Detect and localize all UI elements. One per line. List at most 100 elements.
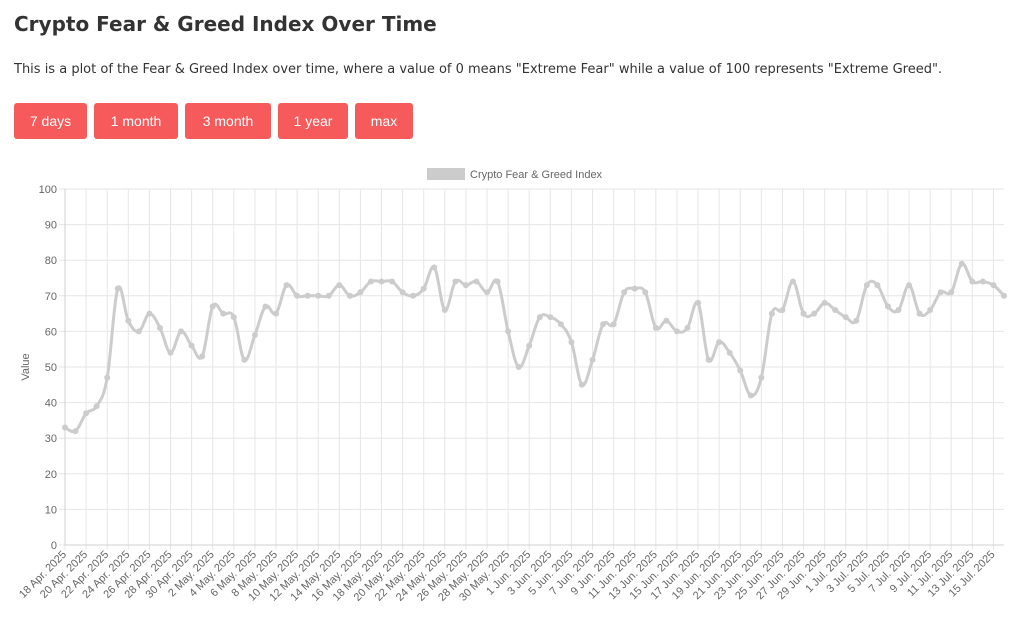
range-max-button[interactable]: max xyxy=(355,103,413,139)
range-1-month-button[interactable]: 1 month xyxy=(94,103,178,139)
data-point[interactable] xyxy=(621,289,628,296)
data-point[interactable] xyxy=(673,328,680,335)
data-point[interactable] xyxy=(568,339,575,346)
data-point[interactable] xyxy=(494,278,501,285)
data-point[interactable] xyxy=(273,310,280,317)
data-point[interactable] xyxy=(431,264,438,271)
data-point[interactable] xyxy=(188,342,195,349)
data-point[interactable] xyxy=(927,307,934,314)
data-point[interactable] xyxy=(969,278,976,285)
data-point[interactable] xyxy=(768,310,775,317)
data-point[interactable] xyxy=(747,392,754,399)
range-7-days-button[interactable]: 7 days xyxy=(14,103,87,139)
data-point[interactable] xyxy=(874,282,881,289)
data-point[interactable] xyxy=(737,367,744,374)
data-point[interactable] xyxy=(716,339,723,346)
y-tick-label: 90 xyxy=(45,220,57,232)
data-point[interactable] xyxy=(209,303,216,310)
data-point[interactable] xyxy=(800,310,807,317)
data-point[interactable] xyxy=(72,428,79,435)
data-point[interactable] xyxy=(125,317,132,324)
data-point[interactable] xyxy=(262,303,269,310)
data-point[interactable] xyxy=(853,317,860,324)
data-point[interactable] xyxy=(220,310,227,317)
data-point[interactable] xyxy=(589,356,596,363)
data-point[interactable] xyxy=(325,292,332,299)
data-point[interactable] xyxy=(135,328,142,335)
data-point[interactable] xyxy=(420,285,427,292)
data-point[interactable] xyxy=(1001,292,1007,299)
data-point[interactable] xyxy=(863,282,870,289)
data-point[interactable] xyxy=(399,289,406,296)
data-point[interactable] xyxy=(473,278,480,285)
data-point[interactable] xyxy=(758,374,765,381)
data-point[interactable] xyxy=(906,282,913,289)
data-point[interactable] xyxy=(62,424,68,431)
data-point[interactable] xyxy=(304,292,311,299)
data-point[interactable] xyxy=(367,278,374,285)
data-point[interactable] xyxy=(600,321,607,328)
data-point[interactable] xyxy=(821,299,828,306)
data-point[interactable] xyxy=(93,403,100,410)
data-point[interactable] xyxy=(294,292,301,299)
data-point[interactable] xyxy=(346,292,353,299)
data-point[interactable] xyxy=(410,292,417,299)
data-point[interactable] xyxy=(990,282,997,289)
data-point[interactable] xyxy=(557,321,564,328)
data-point[interactable] xyxy=(156,324,163,331)
data-point[interactable] xyxy=(283,282,290,289)
y-tick-label: 10 xyxy=(45,504,57,516)
data-point[interactable] xyxy=(578,381,585,388)
range-3-month-button[interactable]: 3 month xyxy=(185,103,271,139)
data-point[interactable] xyxy=(842,314,849,321)
data-point[interactable] xyxy=(178,328,185,335)
data-point[interactable] xyxy=(146,310,153,317)
data-point[interactable] xyxy=(505,328,512,335)
data-point[interactable] xyxy=(895,307,902,314)
data-point[interactable] xyxy=(884,303,891,310)
data-point[interactable] xyxy=(705,356,712,363)
y-tick-label: 70 xyxy=(45,291,57,303)
data-point[interactable] xyxy=(726,349,733,356)
data-point[interactable] xyxy=(779,307,786,314)
data-point[interactable] xyxy=(663,317,670,324)
data-point[interactable] xyxy=(979,278,986,285)
data-point[interactable] xyxy=(167,349,174,356)
page-description: This is a plot of the Fear & Greed Index… xyxy=(14,62,943,77)
data-point[interactable] xyxy=(336,282,343,289)
data-point[interactable] xyxy=(484,289,491,296)
data-point[interactable] xyxy=(378,278,385,285)
data-point[interactable] xyxy=(83,410,90,417)
data-point[interactable] xyxy=(631,285,638,292)
data-point[interactable] xyxy=(937,289,944,296)
data-point[interactable] xyxy=(452,278,459,285)
data-point[interactable] xyxy=(916,310,923,317)
data-point[interactable] xyxy=(832,307,839,314)
data-point[interactable] xyxy=(789,278,796,285)
data-point[interactable] xyxy=(684,324,691,331)
data-point[interactable] xyxy=(948,289,955,296)
data-point[interactable] xyxy=(251,331,258,338)
data-point[interactable] xyxy=(357,289,364,296)
data-point[interactable] xyxy=(114,285,121,292)
data-point[interactable] xyxy=(536,314,543,321)
data-point[interactable] xyxy=(389,278,396,285)
data-point[interactable] xyxy=(515,364,522,370)
data-point[interactable] xyxy=(230,314,237,321)
data-point[interactable] xyxy=(652,324,659,331)
data-point[interactable] xyxy=(199,353,206,360)
data-point[interactable] xyxy=(695,299,702,306)
data-point[interactable] xyxy=(241,356,248,363)
range-1-year-button[interactable]: 1 year xyxy=(278,103,348,139)
data-point[interactable] xyxy=(462,282,469,289)
data-point[interactable] xyxy=(441,307,448,314)
data-point[interactable] xyxy=(547,314,554,321)
data-point[interactable] xyxy=(811,310,818,317)
y-tick-label: 30 xyxy=(45,433,57,445)
data-point[interactable] xyxy=(958,260,965,267)
data-point[interactable] xyxy=(526,342,533,349)
data-point[interactable] xyxy=(104,374,111,381)
data-point[interactable] xyxy=(642,289,649,296)
data-point[interactable] xyxy=(315,292,322,299)
data-point[interactable] xyxy=(610,321,617,328)
